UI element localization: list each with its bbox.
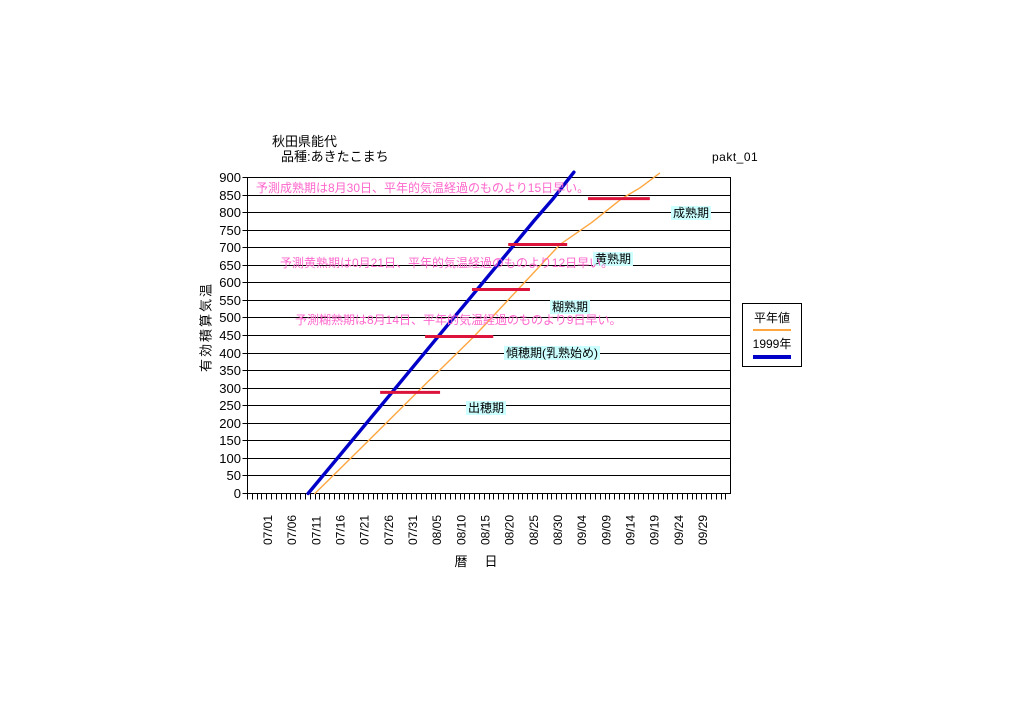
x-axis-title: 暦 日: [454, 554, 500, 569]
x-tick-label: 09/09: [599, 515, 613, 545]
series-line-0: [314, 172, 661, 495]
x-tick-label: 09/19: [648, 515, 662, 545]
y-tick-label: 300: [219, 381, 241, 396]
legend-label-1999: 1999年: [752, 337, 792, 351]
chart-code-label: pakt_01: [712, 150, 759, 164]
y-tick-label: 450: [219, 328, 241, 343]
x-tick-label: 09/24: [672, 515, 686, 545]
x-tick-label: 07/06: [285, 515, 299, 545]
chart-title-variety: 品種:あきたこまち: [281, 149, 389, 164]
legend-line-1999: [752, 355, 791, 359]
legend: 平年値 1999年: [742, 303, 802, 367]
legend-line-normal-year: [753, 329, 791, 331]
legend-label-normal-year: 平年値: [753, 311, 790, 325]
x-tick-label: 07/16: [333, 515, 347, 545]
y-tick-label: 500: [219, 310, 241, 325]
x-tick-label: 08/30: [551, 515, 565, 545]
y-tick-label: 650: [219, 258, 241, 273]
x-tick-label: 07/26: [382, 515, 396, 545]
y-tick-label: 600: [219, 275, 241, 290]
legend-item-normal-year: 平年値: [753, 309, 791, 331]
x-tick-label: 08/10: [454, 515, 468, 545]
y-tick-label: 400: [219, 346, 241, 361]
y-tick-label: 550: [219, 293, 241, 308]
y-tick-label: 200: [219, 416, 241, 431]
legend-item-1999: 1999年: [752, 335, 792, 359]
x-tick-label: 09/29: [696, 515, 710, 545]
x-tick-label: 07/11: [309, 516, 323, 545]
y-tick-label: 850: [219, 188, 241, 203]
y-tick-label: 100: [219, 451, 241, 466]
y-axis-title: 有効積算気温: [198, 281, 214, 373]
y-tick-label: 250: [219, 398, 241, 413]
x-tick-label: 08/05: [430, 515, 444, 545]
y-tick-label: 50: [227, 468, 241, 483]
y-tick-label: 150: [219, 433, 241, 448]
y-tick-label: 700: [219, 240, 241, 255]
chart-title-location: 秋田県能代: [272, 134, 338, 149]
series-line-1: [306, 170, 576, 496]
y-tick-label: 750: [219, 223, 241, 238]
x-tick-label: 08/20: [503, 515, 517, 545]
x-tick-label: 09/04: [575, 515, 589, 545]
x-tick-label: 07/01: [261, 515, 275, 545]
y-tick-label: 350: [219, 363, 241, 378]
y-tick-label: 800: [219, 205, 241, 220]
x-tick-label: 07/31: [406, 515, 420, 545]
y-tick-label: 900: [219, 170, 241, 185]
x-tick-label: 08/25: [527, 515, 541, 545]
x-tick-label: 08/15: [478, 515, 492, 545]
x-tick-label: 07/21: [358, 515, 372, 545]
y-tick-label: 0: [234, 486, 241, 501]
x-tick-label: 09/14: [623, 515, 637, 545]
